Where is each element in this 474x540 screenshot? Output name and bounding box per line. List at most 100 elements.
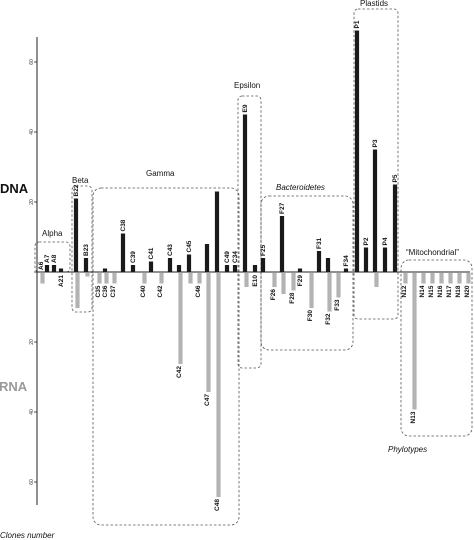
dna-bar — [148, 261, 154, 272]
y-tick-label: 40 — [29, 129, 35, 135]
dna-bar — [102, 268, 108, 272]
group-box — [34, 241, 71, 273]
dna-bar — [392, 184, 398, 272]
phylotype-label: A21 — [58, 275, 65, 287]
dna-bar — [224, 265, 230, 272]
rna-bar — [281, 273, 286, 294]
rna-bar — [466, 273, 471, 284]
rna-bar — [336, 273, 341, 298]
phylotype-label: C48 — [214, 499, 221, 511]
dna-bar — [372, 149, 378, 272]
phylotype-label: N18 — [455, 285, 462, 297]
rna-bar — [104, 273, 109, 284]
phylotype-label: F26 — [270, 289, 277, 301]
dna-bar — [354, 30, 360, 272]
dna-bar — [130, 265, 136, 272]
dna-bar — [83, 258, 89, 272]
y-tick-label: 60 — [29, 59, 35, 65]
phylotype-label: C43 — [167, 244, 174, 256]
y-tick-label: 40 — [29, 409, 35, 415]
rna-bar — [206, 273, 211, 392]
dna-bar — [325, 258, 331, 272]
phylotype-label: F25 — [260, 244, 267, 256]
group-label: “Mitochondrial” — [406, 248, 459, 257]
rna-bar — [439, 273, 444, 284]
dna-bar — [176, 265, 182, 272]
phylotype-label: C42 — [176, 366, 183, 378]
phylotype-label: C47 — [204, 394, 211, 406]
dna-bar — [44, 265, 50, 272]
group-box — [237, 95, 262, 369]
group-box — [400, 259, 473, 437]
dna-bar — [232, 265, 238, 272]
y-tick-label: 20 — [29, 199, 35, 205]
rna-bar — [97, 273, 102, 284]
group-label: Epsilon — [234, 81, 260, 90]
rna-bar — [188, 273, 193, 284]
phylotype-label: N12 — [401, 285, 408, 297]
dna-bar — [297, 268, 303, 272]
rna-bar — [75, 273, 80, 308]
dna-bar — [382, 247, 388, 272]
phylotype-label: C45 — [186, 240, 193, 252]
dna-bar — [58, 268, 64, 272]
rna-bar — [448, 273, 453, 284]
phylotype-label: F27 — [279, 202, 286, 214]
group-box — [353, 8, 399, 320]
rna-bar — [142, 273, 147, 284]
group-box — [71, 185, 93, 313]
phylotype-label: C37 — [110, 285, 117, 297]
phylotype-label: F33 — [334, 299, 341, 311]
phylotype-label: C38 — [120, 219, 127, 231]
y-axis-ticks: 60 40 20 20 40 60 — [29, 59, 37, 485]
group-label: Gamma — [146, 169, 175, 178]
phylotype-label: P2 — [363, 237, 370, 245]
phylotype-label: C36 — [102, 285, 109, 297]
rna-bar — [412, 273, 417, 410]
rna-bar — [403, 273, 408, 284]
phylotype-label: A7 — [44, 254, 51, 263]
y-axis-title: Clones number — [0, 531, 55, 540]
phylotype-label: P1 — [354, 20, 361, 28]
group-boxes — [34, 8, 473, 526]
rna-bar — [216, 273, 221, 497]
dna-label: DNA — [0, 181, 29, 196]
rna-bar — [374, 273, 379, 287]
phylotype-label: A6 — [38, 261, 45, 270]
phylotype-label: C46 — [195, 285, 202, 297]
phylotype-label: N16 — [437, 285, 444, 297]
dna-bar — [186, 254, 192, 272]
rna-bar — [430, 273, 435, 284]
phylotype-label: N14 — [419, 285, 426, 297]
phylotype-label: P5 — [392, 174, 399, 182]
phylotype-label: N13 — [410, 411, 417, 423]
dna-bar — [214, 191, 220, 272]
phylotype-label: N20 — [464, 285, 471, 297]
phylotype-label: C35 — [95, 285, 102, 297]
rna-bar — [40, 273, 45, 284]
rna-bar — [291, 273, 296, 291]
group-label: Beta — [72, 176, 89, 185]
phylotype-label: C42 — [157, 285, 164, 297]
phylotype-label: F32 — [325, 313, 332, 325]
dna-bar — [279, 216, 285, 272]
dna-bar — [73, 198, 79, 272]
group-box — [92, 187, 240, 526]
group-labels: Alpha Beta Gamma Epsilon Bacteroidetes Plasti… — [42, 0, 459, 257]
phylotype-label: C34 — [232, 251, 239, 263]
phylotype-label: C39 — [130, 251, 137, 263]
phylotype-label: F31 — [316, 237, 323, 249]
rna-bar — [309, 273, 314, 308]
phylotype-label: F28 — [289, 292, 296, 304]
rna-label: RNA — [0, 379, 28, 394]
dna-bar — [363, 247, 369, 272]
dna-bar — [316, 251, 322, 272]
phylotype-label: P3 — [372, 139, 379, 147]
rna-bar — [197, 273, 202, 284]
dna-bar — [252, 265, 258, 272]
phylotype-label: F29 — [297, 275, 304, 287]
phylotype-label: C49 — [224, 251, 231, 263]
dna-bar — [167, 258, 173, 272]
rna-bar — [327, 273, 332, 312]
